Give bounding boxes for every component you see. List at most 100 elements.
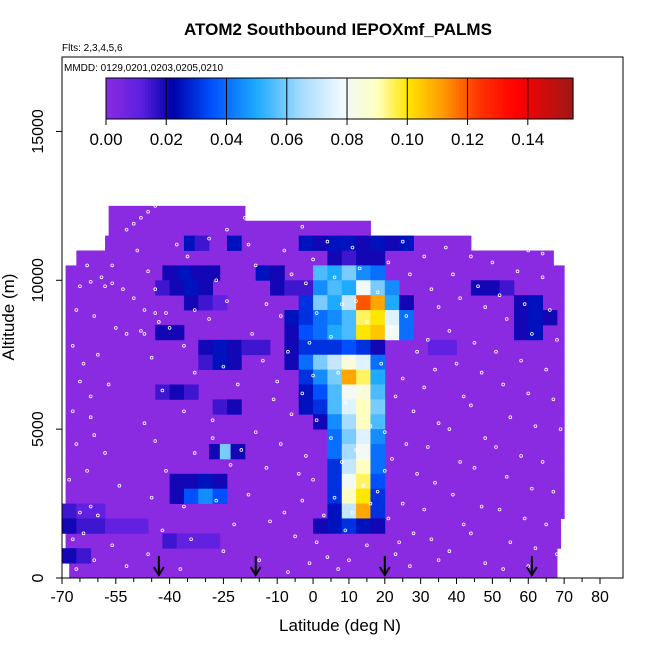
track-point bbox=[325, 239, 330, 244]
track-point bbox=[250, 212, 254, 217]
colorbar-strip bbox=[549, 78, 553, 119]
track-point bbox=[368, 501, 373, 506]
colorbar-strip bbox=[156, 78, 161, 119]
heatmap-cell bbox=[76, 518, 92, 534]
heatmap-cell bbox=[341, 414, 357, 430]
track-point bbox=[354, 299, 358, 303]
heatmap-cell bbox=[327, 235, 343, 251]
heatmap-cell bbox=[356, 369, 371, 385]
heatmap-cell bbox=[298, 295, 314, 311]
track-point bbox=[393, 552, 398, 556]
track-point bbox=[336, 567, 340, 571]
heatmap-cell bbox=[370, 473, 386, 490]
heatmap-cell bbox=[341, 518, 357, 534]
heatmap-cell bbox=[341, 339, 357, 356]
colorbar-strip bbox=[435, 78, 439, 119]
heatmap-cell bbox=[194, 235, 210, 251]
track-point bbox=[192, 308, 197, 312]
track-point bbox=[146, 210, 150, 214]
colorbar-strip bbox=[468, 78, 472, 119]
colorbar-strip bbox=[447, 78, 451, 119]
x-axis: -70 -55 -40 -25 -10 0 10 20 30 40 50 60 70 80 bbox=[50, 578, 609, 606]
heatmap-cell bbox=[162, 265, 178, 281]
track-point bbox=[461, 394, 466, 399]
colorbar-strip bbox=[213, 78, 218, 119]
track-point bbox=[225, 227, 229, 232]
heatmap-cell bbox=[356, 488, 371, 504]
colorbar-strip bbox=[513, 78, 517, 119]
track-point bbox=[357, 388, 362, 393]
heatmap-cell bbox=[284, 324, 300, 341]
track-point bbox=[451, 272, 455, 277]
heatmap-cell bbox=[370, 280, 386, 296]
heatmap-cell bbox=[528, 310, 544, 326]
track-point bbox=[307, 341, 312, 345]
plot-frame bbox=[61, 56, 624, 579]
coverage-row bbox=[76, 250, 554, 266]
colorbar-strip bbox=[570, 78, 574, 119]
track-point bbox=[469, 254, 473, 259]
colorbar-strip bbox=[237, 78, 242, 119]
colorbar-strip bbox=[423, 78, 427, 119]
heatmap-cell bbox=[226, 399, 242, 415]
track-point bbox=[350, 355, 355, 360]
colorbar-strip bbox=[186, 78, 191, 119]
track-point bbox=[214, 278, 219, 283]
heatmap-cell bbox=[370, 429, 386, 445]
track-point bbox=[142, 421, 147, 425]
track-point bbox=[540, 460, 545, 464]
colorbar-strip bbox=[321, 78, 326, 119]
track-point bbox=[110, 263, 115, 268]
track-point bbox=[311, 477, 315, 482]
colorbar-strip bbox=[330, 78, 335, 119]
colorbar-strip bbox=[189, 78, 194, 119]
track-point bbox=[257, 558, 262, 562]
colorbar-strip bbox=[546, 78, 550, 119]
heatmap-cell bbox=[198, 280, 214, 296]
track-point bbox=[214, 498, 219, 503]
track-point bbox=[522, 516, 527, 521]
heatmap-cell bbox=[183, 473, 199, 490]
colorbar-strip bbox=[333, 78, 338, 119]
colorbar-strip bbox=[258, 78, 263, 119]
heatmap-cell bbox=[370, 399, 386, 415]
track-point bbox=[85, 263, 89, 268]
track-point bbox=[547, 308, 552, 312]
heatmap-cell bbox=[356, 324, 371, 341]
track-point bbox=[433, 367, 437, 372]
heatmap-cell bbox=[370, 265, 386, 281]
x-tick-label: -55 bbox=[104, 589, 127, 606]
track-point bbox=[268, 519, 272, 524]
heatmap-cell bbox=[341, 369, 357, 385]
track-point bbox=[192, 370, 197, 375]
colorbar-strip bbox=[357, 78, 362, 119]
track-point bbox=[110, 281, 115, 286]
track-point bbox=[124, 564, 129, 568]
heatmap-cell bbox=[370, 444, 386, 460]
track-point bbox=[235, 382, 240, 387]
track-point bbox=[519, 358, 523, 363]
colorbar-tick-label: 0.10 bbox=[391, 130, 424, 149]
heatmap-cell bbox=[341, 458, 357, 475]
track-point bbox=[386, 516, 391, 521]
colorbar-strip bbox=[384, 78, 388, 119]
track-point bbox=[192, 451, 197, 455]
colorbar-strip bbox=[204, 78, 209, 119]
heatmap-cell bbox=[313, 265, 328, 281]
x-tick-label: 0 bbox=[309, 589, 318, 606]
track-point bbox=[526, 391, 531, 396]
track-point bbox=[182, 409, 186, 414]
heatmap-cell bbox=[341, 265, 357, 281]
track-point bbox=[268, 210, 272, 214]
track-point bbox=[436, 421, 441, 425]
heatmap-cell bbox=[542, 310, 558, 326]
heatmap-cell bbox=[513, 310, 529, 326]
colorbar-tick-label: 0.14 bbox=[511, 130, 544, 149]
colorbar-strip bbox=[543, 78, 547, 119]
colorbar-strip bbox=[450, 78, 454, 119]
track-point bbox=[411, 531, 416, 536]
colorbar-strip bbox=[312, 78, 317, 119]
colorbar-strip bbox=[390, 78, 394, 119]
colorbar-strip bbox=[426, 78, 430, 119]
